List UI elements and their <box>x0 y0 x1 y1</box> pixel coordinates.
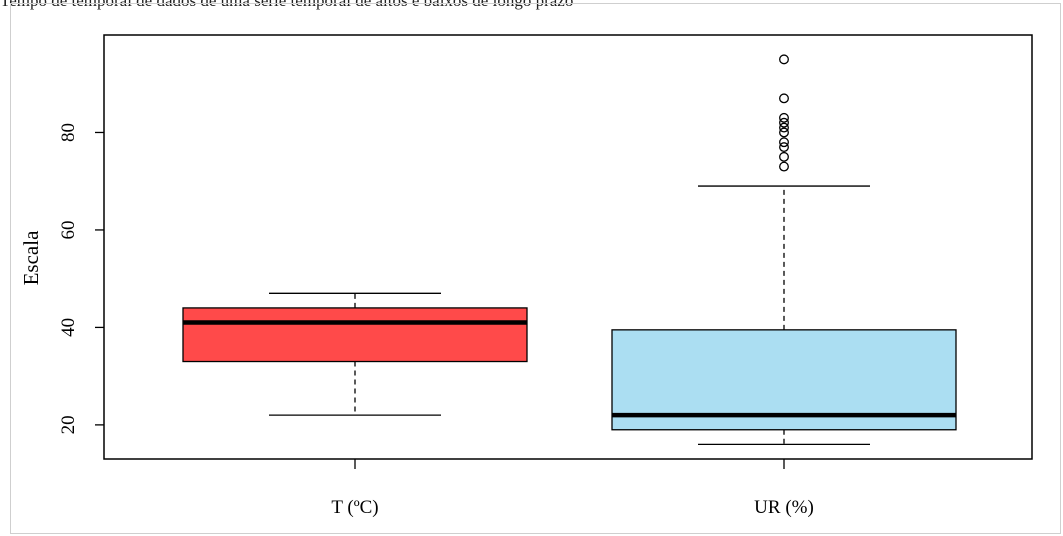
x-axis: T (ºC) UR (%) <box>331 459 814 518</box>
plot-area-border <box>103 34 1033 460</box>
x-tick-label-1: UR (%) <box>754 497 814 518</box>
y-tick-label-20: 20 <box>58 415 79 434</box>
outlier-1-4 <box>779 127 789 138</box>
outlier-1-8 <box>779 93 789 104</box>
box-1 <box>611 54 957 446</box>
outlier-1-2 <box>779 142 789 153</box>
outlier-1-5 <box>779 122 789 133</box>
outlier-1-9 <box>779 54 789 65</box>
y-axis-label: Escala <box>19 230 43 285</box>
caption-strip: Tempo de temporal de dados de uma série … <box>0 0 574 10</box>
outlier-1-7 <box>779 112 789 123</box>
outlier-1-1 <box>779 151 789 162</box>
x-tick-label-0: T (ºC) <box>331 497 378 518</box>
box-rect-0 <box>182 307 528 363</box>
outlier-1-6 <box>779 117 789 128</box>
boxes-group <box>182 54 957 446</box>
y-tick-label-60: 60 <box>58 220 79 239</box>
figure-frame <box>10 3 1061 534</box>
y-tick-label-40: 40 <box>58 318 79 337</box>
outlier-1-0 <box>779 161 789 172</box>
outlier-1-3 <box>779 137 789 148</box>
box-0 <box>182 292 528 416</box>
y-tick-label-80: 80 <box>58 123 79 142</box>
y-axis: 20 40 60 80 <box>58 123 104 434</box>
